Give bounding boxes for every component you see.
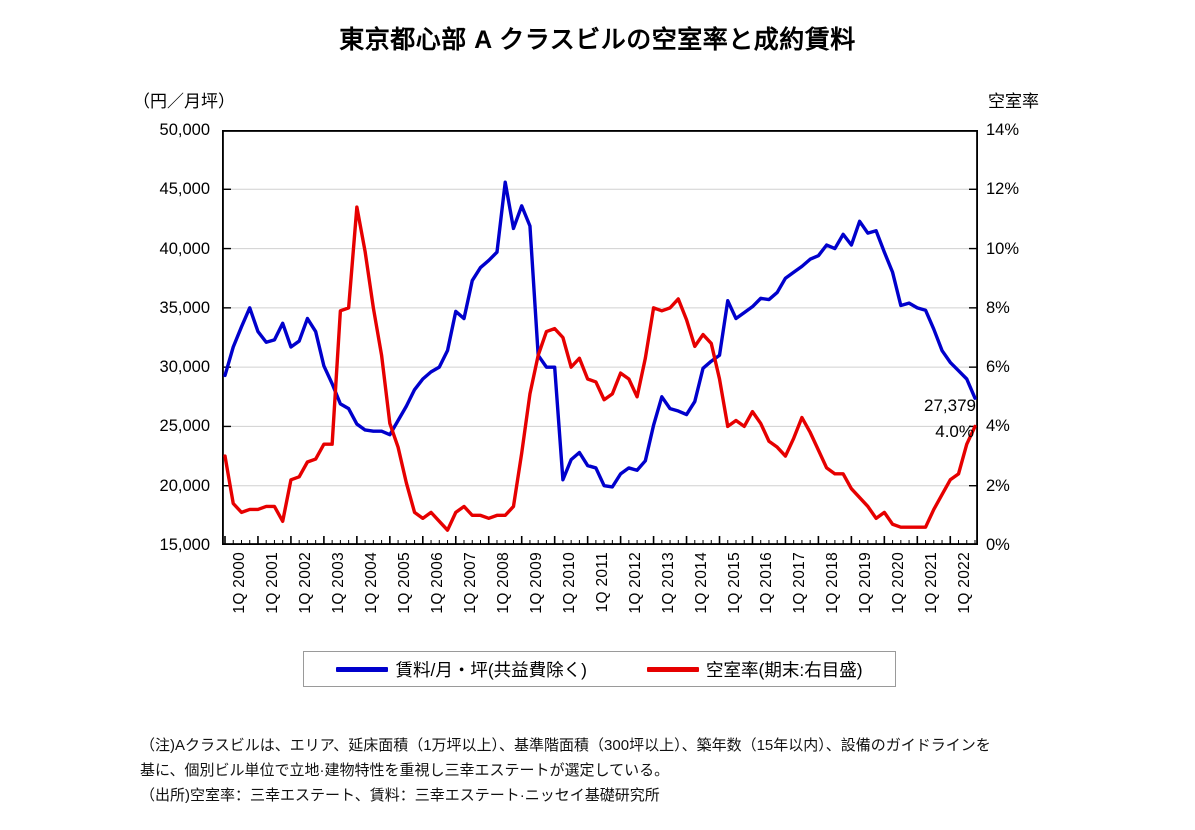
right-axis-tick-label: 4% — [986, 417, 1010, 436]
x-axis-tick-label: 1Q 2015 — [725, 552, 743, 614]
x-axis-tick-label: 1Q 2012 — [626, 552, 644, 614]
x-axis-tick-label: 1Q 2005 — [395, 552, 413, 614]
series-line-vacancy — [223, 205, 977, 532]
x-axis-tick-label: 1Q 2021 — [923, 552, 941, 614]
plot-area — [222, 130, 978, 545]
right-axis-unit-label: 空室率 — [988, 92, 1039, 111]
x-axis-tick-label: 1Q 2014 — [692, 552, 710, 614]
chart-svg — [222, 130, 978, 545]
x-axis-tick-label: 1Q 2007 — [461, 552, 479, 614]
x-axis-tick-label: 1Q 2000 — [231, 552, 248, 614]
right-axis-tick-label: 12% — [986, 180, 1020, 199]
left-axis-tick-label: 35,000 — [159, 298, 210, 317]
x-axis-tick-label: 1Q 2008 — [494, 552, 512, 614]
legend-item-rent: 賃料/月・坪(共益費除く) — [336, 657, 587, 682]
right-axis-tick-label: 2% — [986, 476, 1010, 495]
x-axis-tick-label: 1Q 2017 — [791, 552, 809, 614]
rent-last-value-label: 27,379 — [924, 396, 976, 415]
legend-swatch-vacancy — [647, 666, 699, 672]
legend-swatch-rent — [336, 666, 389, 672]
x-axis-tick-label: 1Q 2019 — [857, 552, 875, 614]
x-axis-tick-label: 1Q 2016 — [758, 552, 776, 614]
right-axis-tick-label: 14% — [986, 121, 1020, 139]
x-axis-tick-label: 1Q 2022 — [956, 552, 974, 614]
left-axis-tick-label: 15,000 — [159, 536, 210, 554]
left-axis-ticks: 50,000 45,000 40,000 35,000 30,000 25,000 20,0… — [130, 122, 216, 553]
right-axis-tick-label: 8% — [986, 298, 1010, 317]
footnote-line-1: （注)Aクラスビルは、エリア、延床面積（1万坪以上）、基準階面積（300坪以上）… — [140, 737, 991, 754]
right-axis-ticks: 14% 12% 10% 8% 6% 4% 2% 0% — [986, 122, 1056, 553]
x-axis-tick-label: 1Q 2006 — [428, 552, 446, 614]
legend-label-vacancy: 空室率(期末:右目盛) — [706, 659, 863, 680]
plot-frame — [222, 130, 978, 545]
vacancy-last-value-label: 4.0% — [935, 422, 974, 441]
footnote-line-2: 基に、個別ビル単位で立地·建物特性を重視し三幸エステートが選定している。 — [140, 762, 670, 779]
left-axis-unit-label: （円／月坪） — [133, 92, 235, 111]
chart-legend: 賃料/月・坪(共益費除く) 空室率(期末:右目盛) — [303, 651, 896, 687]
x-axis-tick-label: 1Q 2020 — [890, 552, 908, 614]
x-axis-tick-label: 1Q 2002 — [296, 552, 314, 614]
legend-item-vacancy: 空室率(期末:右目盛) — [647, 657, 863, 682]
left-axis-tick-label: 45,000 — [159, 180, 210, 199]
x-axis-tick-label: 1Q 2004 — [362, 552, 380, 614]
left-axis-tick-label: 25,000 — [159, 417, 210, 436]
x-axis-tick-label: 1Q 2013 — [659, 552, 677, 614]
x-axis-tick-label: 1Q 2009 — [527, 552, 545, 614]
x-axis-ticks: 1Q 2000 1Q 2001 1Q 2002 1Q 2003 1Q 2004 1Q 20… — [222, 552, 978, 647]
left-axis-tick-label: 30,000 — [159, 358, 210, 377]
left-axis-tick-label: 50,000 — [159, 121, 210, 139]
left-axis-tick-label: 40,000 — [159, 239, 210, 258]
footnote-line-3: （出所)空室率：三幸エステート、賃料：三幸エステート·ニッセイ基礎研究所 — [140, 787, 660, 804]
footnotes: （注)Aクラスビルは、エリア、延床面積（1万坪以上）、基準階面積（300坪以上）… — [140, 733, 1140, 808]
x-axis-tick-label: 1Q 2003 — [329, 552, 347, 614]
x-axis-tick-label: 1Q 2011 — [593, 552, 611, 613]
series-line-rent — [223, 180, 977, 489]
right-axis-tick-label: 6% — [986, 358, 1010, 377]
left-axis-tick-label: 20,000 — [159, 476, 210, 495]
x-axis-tick-label: 1Q 2001 — [263, 552, 281, 614]
page-title: 東京都心部 A クラスビルの空室率と成約賃料 — [339, 26, 856, 54]
right-axis-tick-label: 0% — [986, 536, 1010, 554]
right-axis-tick-label: 10% — [986, 239, 1020, 258]
x-axis-tick-label: 1Q 2010 — [560, 552, 578, 614]
legend-label-rent: 賃料/月・坪(共益費除く) — [395, 659, 587, 680]
x-axis-tick-label: 1Q 2018 — [824, 552, 842, 614]
